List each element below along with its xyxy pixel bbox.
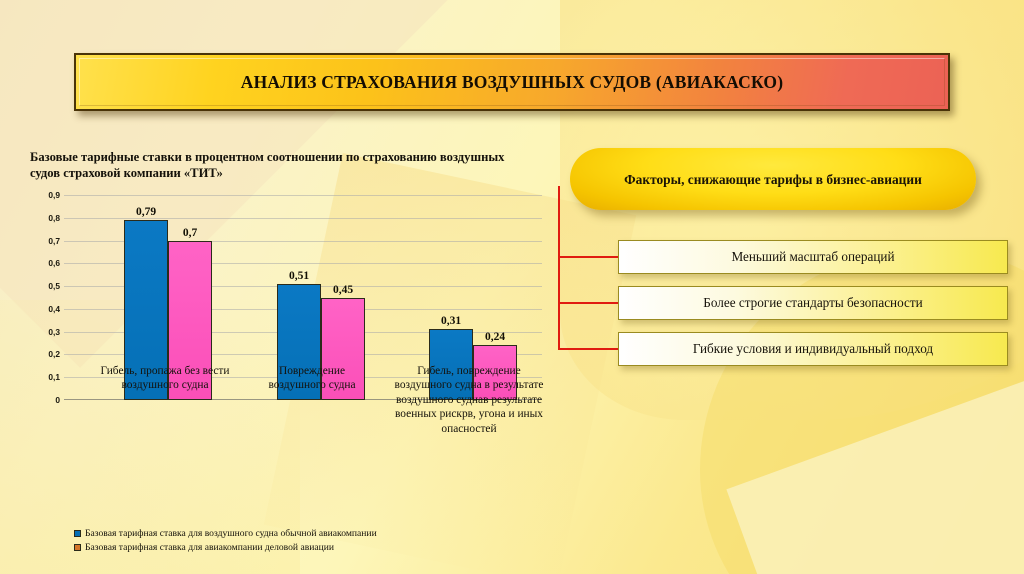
chart-category-label: Повреждение воздушного судна [268, 365, 356, 392]
factor-label: Меньший масштаб операций [731, 249, 895, 264]
chart-plot-area: 0,79 0,7 0,51 0,45 0,31 0,24 [64, 195, 542, 400]
y-axis-tick-label: 0,1 [48, 372, 60, 383]
chart-bar-group: 0,79 0,7 [124, 195, 212, 400]
background-shape-panel [726, 366, 1024, 574]
y-axis-tick-label: 0,9 [48, 190, 60, 200]
chart-bar-value-label: 0,45 [332, 283, 354, 296]
y-axis-tick-label: 0,5 [48, 281, 60, 292]
slide-title-banner: АНАЛИЗ СТРАХОВАНИЯ ВОЗДУШНЫХ СУДОВ (АВИА… [74, 53, 950, 111]
chart-bar-value-label: 0,31 [440, 315, 462, 328]
chart-gridline [64, 240, 542, 242]
chart-legend: Базовая тарифная ставка для воздушного с… [74, 528, 544, 556]
page-title: АНАЛИЗ СТРАХОВАНИЯ ВОЗДУШНЫХ СУДОВ (АВИА… [240, 71, 784, 92]
chart-bar [321, 297, 365, 400]
connector-branch-1 [558, 256, 618, 258]
chart-category-labels: Гибель, пропажа без вести воздушного суд… [64, 364, 550, 479]
chart-bar-group: 0,31 0,24 [429, 195, 517, 400]
chart-bar-value-label: 0,51 [288, 269, 310, 282]
factors-heading-text: Факторы, снижающие тарифы в бизнес-авиац… [624, 171, 922, 187]
chart-bar [277, 283, 321, 400]
y-axis-tick-label: 0,7 [48, 235, 60, 246]
chart-category-label: Гибель, повреждение воздушного судна в р… [394, 365, 544, 435]
connector-branch-3 [558, 348, 618, 350]
legend-swatch-icon [74, 544, 81, 551]
connector-branch-2 [558, 302, 618, 304]
legend-swatch-icon [74, 530, 81, 537]
chart-bar [429, 329, 473, 400]
chart-gridline [64, 195, 542, 196]
chart-bar-value-label: 0,79 [135, 206, 157, 219]
y-axis-tick-label: 0,6 [48, 258, 60, 269]
y-axis-tick-label: 0,2 [48, 349, 60, 360]
y-axis-tick-label: 0,4 [48, 303, 60, 314]
chart-legend-item: Базовая тарифная ставка для воздушного с… [74, 528, 544, 539]
chart-title: Базовые тарифные ставки в процентном соо… [30, 150, 505, 180]
factors-diagram: Факторы, снижающие тарифы в бизнес-авиац… [556, 148, 1008, 388]
chart-gridline [64, 217, 542, 219]
factor-box-2[interactable]: Более строгие стандарты безопасности [618, 286, 1008, 320]
chart-legend-label: Базовая тарифная ставка для воздушного с… [85, 528, 377, 539]
factor-label: Гибкие условия и индивидуальный подход [692, 341, 934, 356]
factor-box-3[interactable]: Гибкие условия и индивидуальный подход [618, 332, 1008, 366]
chart-block: Базовые тарифные ставки в процентном соо… [30, 150, 550, 560]
chart-legend-label: Базовая тарифная ставка для авиакомпании… [85, 542, 335, 553]
chart-gridline [64, 263, 542, 265]
chart-y-axis: 0,9 0,8 0,7 0,6 0,5 0,4 0,3 0,2 0,1 0 [30, 190, 60, 405]
chart-plot-wrapper: 0,9 0,8 0,7 0,6 0,5 0,4 0,3 0,2 0,1 0 0,79 0,7 0,51… [30, 190, 542, 405]
factors-heading-callout: Факторы, снижающие тарифы в бизнес-авиац… [570, 148, 976, 210]
chart-bar [168, 240, 212, 400]
factor-box-1[interactable]: Меньший масштаб операций [618, 240, 1008, 274]
chart-bar-value-label: 0,7 [182, 226, 198, 239]
chart-bar-group: 0,51 0,45 [277, 195, 365, 400]
chart-bar [124, 220, 168, 400]
y-axis-tick-label: 0,3 [48, 326, 60, 337]
chart-bar-value-label: 0,24 [484, 331, 506, 344]
y-axis-tick-label: 0,8 [48, 212, 60, 223]
y-axis-tick-label: 0 [55, 395, 60, 405]
factor-label: Более строгие стандарты безопасности [703, 295, 923, 310]
chart-bar [473, 345, 517, 400]
chart-legend-item: Базовая тарифная ставка для авиакомпании… [74, 542, 544, 553]
connector-trunk [558, 186, 560, 350]
chart-category-label: Гибель, пропажа без вести воздушного суд… [100, 365, 230, 392]
